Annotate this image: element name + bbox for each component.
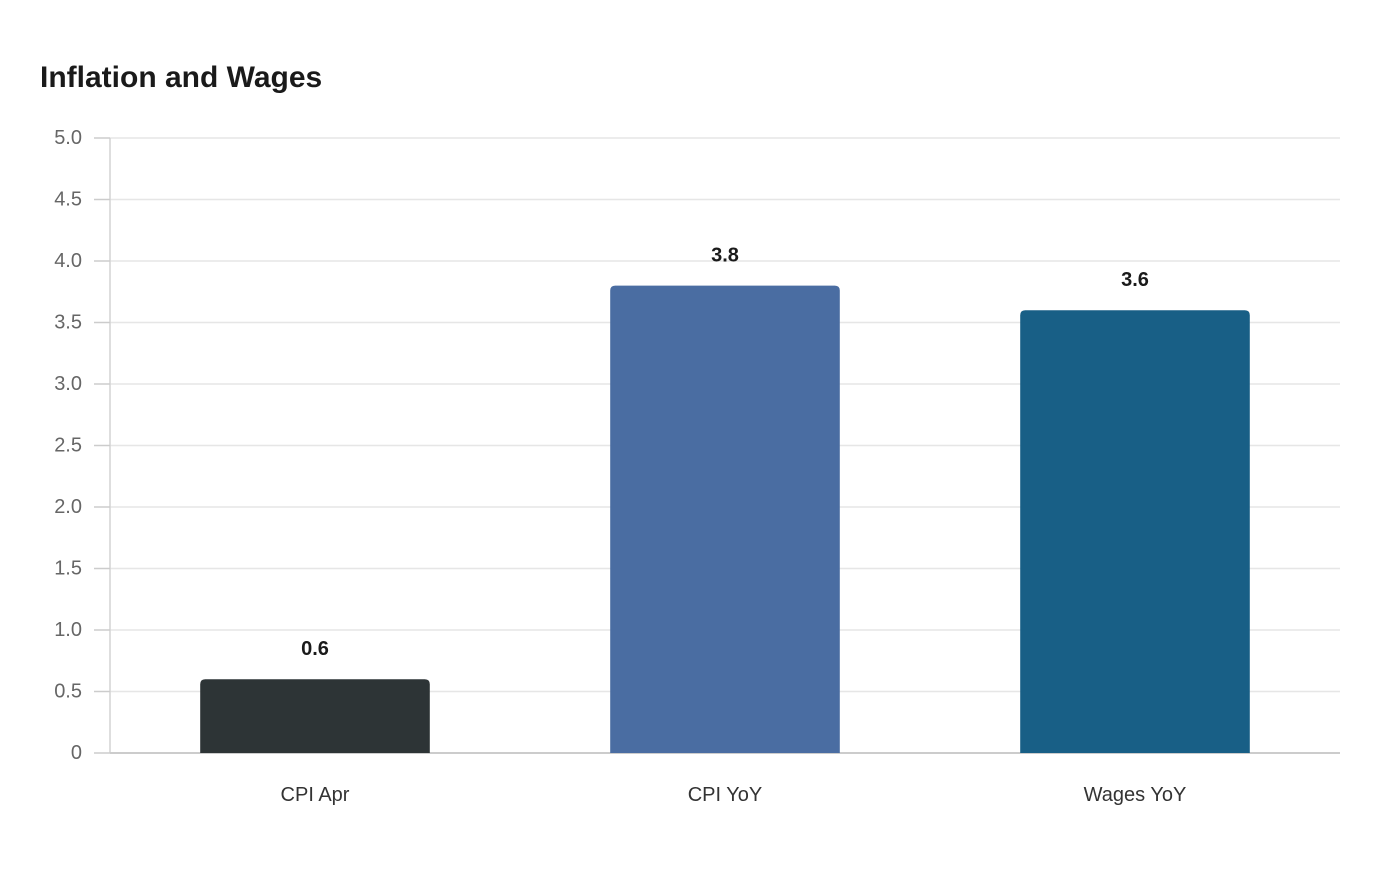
- data-labels: 0.6 3.8 3.6: [301, 245, 1149, 661]
- y-tick-label: 0.5: [54, 681, 82, 703]
- x-axis-labels: CPI Apr CPI YoY Wages YoY: [281, 784, 1187, 806]
- y-tick-label: 3.0: [54, 373, 82, 395]
- data-label: 3.6: [1121, 269, 1149, 291]
- bar-cpi-yoy[interactable]: [610, 285, 840, 753]
- y-tick-label: 1.0: [54, 619, 82, 641]
- bar-wages-yoy[interactable]: [1020, 310, 1250, 753]
- data-label: 0.6: [301, 638, 329, 660]
- y-tick-label: 2.5: [54, 435, 82, 457]
- chart-title: Inflation and Wages: [40, 61, 323, 94]
- x-category-label: CPI Apr: [281, 784, 350, 806]
- bars: [200, 285, 1250, 753]
- x-category-label: Wages YoY: [1084, 784, 1187, 806]
- bar-cpi-apr[interactable]: [200, 679, 430, 753]
- y-tick-label: 4.0: [54, 250, 82, 272]
- y-tick-label: 3.5: [54, 312, 82, 334]
- y-tick-label: 0: [71, 742, 82, 764]
- y-tick-label: 1.5: [54, 558, 82, 580]
- y-axis-ticks: 0 0.5 1.0 1.5 2.0 2.5 3.0 3.5 4.0 4.5 5.0: [54, 127, 110, 764]
- y-tick-label: 2.0: [54, 496, 82, 518]
- y-tick-label: 5.0: [54, 127, 82, 149]
- y-tick-label: 4.5: [54, 189, 82, 211]
- x-category-label: CPI YoY: [688, 784, 763, 806]
- data-label: 3.8: [711, 245, 739, 267]
